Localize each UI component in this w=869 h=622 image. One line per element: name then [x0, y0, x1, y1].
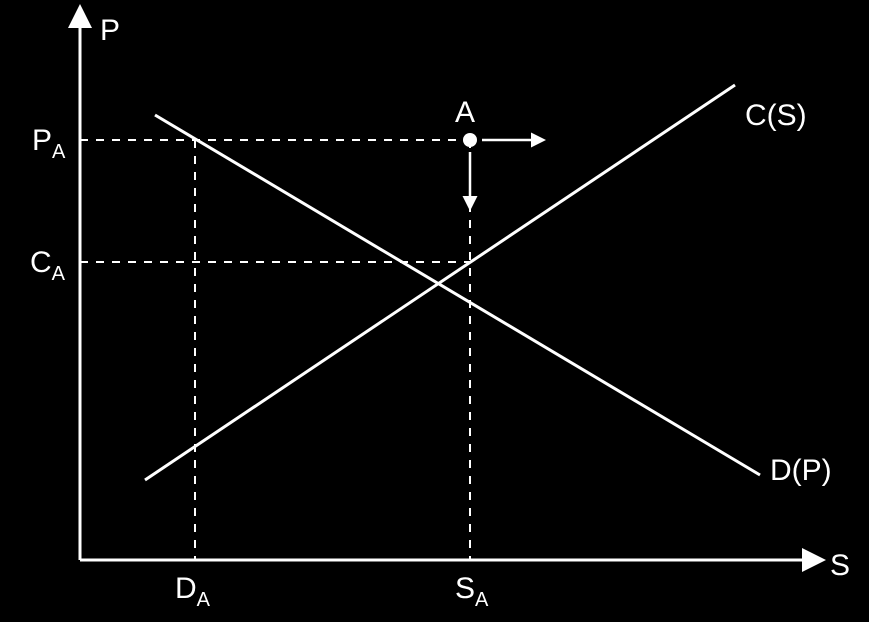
- pa-label: PA: [32, 124, 66, 163]
- point-a-label: A: [455, 96, 475, 129]
- supply-curve: [145, 85, 735, 480]
- ca-label: CA: [30, 246, 66, 285]
- y-axis-label: P: [100, 14, 120, 47]
- sa-label: SA: [455, 572, 489, 611]
- supply-curve-label: C(S): [745, 99, 807, 132]
- demand-curve-label: D(P): [770, 454, 832, 487]
- da-label: DA: [175, 572, 211, 611]
- demand-curve: [155, 115, 760, 475]
- x-axis-label: S: [830, 549, 850, 582]
- point-a-marker: [463, 133, 477, 147]
